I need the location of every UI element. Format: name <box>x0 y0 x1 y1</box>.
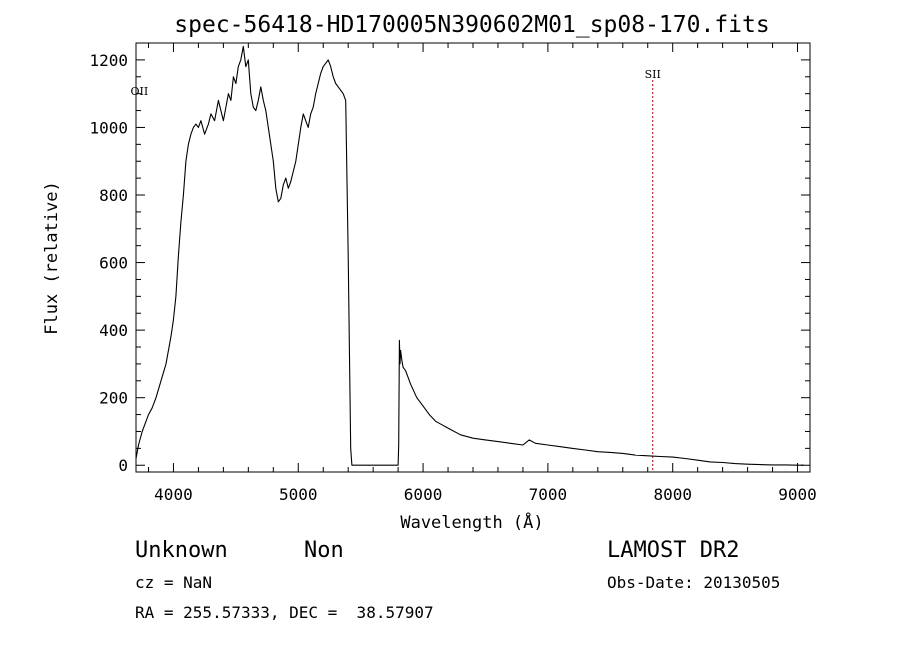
y-tick-label: 1000 <box>89 118 128 137</box>
x-tick-label: 4000 <box>154 485 193 504</box>
x-axis-label: Wavelength (Å) <box>400 511 543 533</box>
line-label-oii: OII <box>131 85 149 98</box>
object-subclass: Non <box>304 538 344 563</box>
x-tick-label: 8000 <box>653 485 692 504</box>
x-tick-label: 7000 <box>529 485 568 504</box>
chart-title: spec-56418-HD170005N390602M01_sp08-170.f… <box>174 12 769 38</box>
y-tick-label: 600 <box>99 254 128 273</box>
coordinates: RA = 255.57333, DEC = 38.57907 <box>135 603 434 622</box>
survey-name: LAMOST DR2 <box>607 538 740 563</box>
x-tick-label: 5000 <box>279 485 318 504</box>
y-tick-label: 0 <box>118 456 128 475</box>
y-tick-label: 800 <box>99 186 128 205</box>
y-tick-label: 400 <box>99 321 128 340</box>
redshift-cz: cz = NaN <box>135 573 213 592</box>
y-tick-label: 200 <box>99 389 128 408</box>
x-axis-ticks: 4000 5000 6000 7000 8000 9000 <box>147 43 817 504</box>
x-tick-label: 6000 <box>404 485 443 504</box>
x-tick-label: 9000 <box>778 485 817 504</box>
object-class: Unknown <box>135 538 228 563</box>
y-axis-label: Flux (relative) <box>42 181 62 335</box>
plot-frame <box>135 42 811 473</box>
flux-series-line <box>135 45 804 466</box>
y-axis-ticks: 0 200 400 600 800 1000 1200 <box>89 51 810 475</box>
line-annotations: OII SII <box>131 68 661 472</box>
line-label-sii: SII <box>645 68 661 81</box>
observation-date: Obs-Date: 20130505 <box>607 573 781 592</box>
y-tick-label: 1200 <box>89 51 128 70</box>
